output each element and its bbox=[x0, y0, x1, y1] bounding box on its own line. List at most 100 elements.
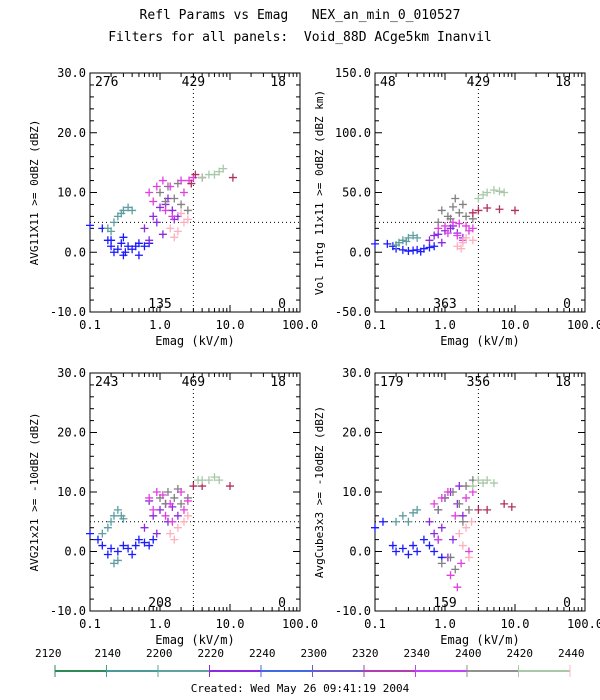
colorbar-tick-label: 2320 bbox=[352, 647, 379, 660]
data-point bbox=[462, 482, 471, 491]
data-point bbox=[462, 221, 471, 230]
data-point bbox=[413, 505, 422, 514]
data-point bbox=[158, 490, 167, 499]
y-tick-label: -10.0 bbox=[335, 604, 371, 618]
data-point bbox=[462, 493, 471, 502]
data-point bbox=[383, 239, 392, 248]
x-tick-label: 1.0 bbox=[434, 617, 456, 631]
data-point bbox=[448, 535, 457, 544]
y-tick-label: 10.0 bbox=[57, 485, 86, 499]
data-point bbox=[124, 544, 133, 553]
data-point bbox=[170, 493, 179, 502]
data-point bbox=[371, 239, 379, 248]
plot-frame bbox=[89, 72, 301, 313]
data-point bbox=[489, 186, 498, 195]
data-point bbox=[455, 529, 464, 538]
x-tick-label: 100.0 bbox=[567, 617, 600, 631]
data-point bbox=[145, 541, 154, 550]
count-bottom-right: 0 bbox=[278, 596, 286, 611]
data-point bbox=[161, 206, 170, 215]
data-point bbox=[215, 167, 224, 176]
y-tick-label: 150.0 bbox=[335, 66, 371, 80]
data-point bbox=[430, 547, 439, 556]
data-point bbox=[398, 511, 407, 520]
x-tick-label: 0.1 bbox=[364, 318, 386, 332]
data-point bbox=[441, 221, 449, 230]
count-bottom-mid: 208 bbox=[148, 596, 171, 611]
data-point bbox=[457, 559, 466, 568]
data-point bbox=[495, 205, 504, 214]
data-point bbox=[189, 482, 198, 491]
data-point bbox=[457, 244, 466, 253]
data-point bbox=[453, 583, 462, 592]
x-tick-label: 100.0 bbox=[282, 617, 318, 631]
data-point bbox=[455, 499, 464, 508]
data-point bbox=[416, 247, 425, 256]
data-point bbox=[437, 238, 446, 247]
data-point bbox=[134, 251, 143, 260]
data-point bbox=[226, 482, 234, 491]
data-point bbox=[430, 242, 439, 251]
y-axis-label: AvgCube3x3 >= -10dBZ (dBZ) bbox=[313, 406, 326, 578]
data-point bbox=[392, 517, 401, 526]
data-point bbox=[107, 236, 116, 245]
data-point bbox=[430, 529, 439, 538]
data-point bbox=[464, 226, 473, 235]
data-point bbox=[448, 218, 457, 227]
x-tick-label: 1.0 bbox=[149, 318, 171, 332]
data-point bbox=[453, 231, 462, 240]
data-point bbox=[161, 511, 170, 520]
count-top-mid: 469 bbox=[182, 375, 205, 390]
data-point bbox=[409, 541, 418, 550]
data-point bbox=[434, 224, 443, 233]
data-point bbox=[430, 499, 439, 508]
data-point bbox=[183, 215, 192, 224]
data-point bbox=[152, 218, 161, 227]
data-point bbox=[430, 231, 439, 240]
data-point bbox=[113, 505, 122, 514]
data-point bbox=[145, 236, 154, 245]
data-point bbox=[152, 529, 161, 538]
data-point bbox=[451, 511, 460, 520]
data-point bbox=[474, 194, 483, 203]
data-point bbox=[468, 482, 477, 491]
data-point bbox=[210, 473, 219, 482]
count-bottom-mid: 135 bbox=[148, 297, 171, 312]
data-point bbox=[124, 242, 133, 251]
data-point bbox=[170, 194, 179, 203]
count-bottom-right: 0 bbox=[563, 596, 571, 611]
data-point bbox=[458, 200, 467, 209]
x-tick-label: 100.0 bbox=[567, 318, 600, 332]
data-point bbox=[119, 233, 128, 242]
data-point bbox=[140, 523, 149, 532]
data-point bbox=[109, 218, 118, 227]
y-tick-label: -10.0 bbox=[50, 604, 86, 618]
data-point bbox=[398, 236, 407, 245]
data-point bbox=[183, 511, 192, 520]
count-top-right: 18 bbox=[270, 375, 286, 390]
data-point bbox=[437, 523, 446, 532]
data-point bbox=[462, 523, 471, 532]
data-point bbox=[121, 248, 130, 257]
plot-frame bbox=[374, 372, 586, 612]
colorbar-tick-label: 2420 bbox=[507, 647, 534, 660]
data-point bbox=[425, 541, 434, 550]
chart-subtitle: Filters for all panels: Void_88D ACge5km… bbox=[108, 30, 492, 45]
data-point bbox=[140, 224, 149, 233]
data-point bbox=[464, 505, 473, 514]
data-point bbox=[451, 194, 460, 203]
data-point bbox=[479, 190, 488, 199]
y-tick-label: 20.0 bbox=[342, 426, 371, 440]
data-point bbox=[392, 547, 401, 556]
data-point bbox=[413, 245, 422, 254]
data-point bbox=[467, 517, 476, 526]
count-bottom-mid: 159 bbox=[433, 596, 456, 611]
data-point bbox=[458, 541, 467, 550]
data-point bbox=[425, 243, 434, 252]
x-axis-label: Emag (kV/m) bbox=[440, 334, 519, 348]
data-point bbox=[134, 239, 143, 248]
data-point bbox=[103, 523, 112, 532]
data-point bbox=[483, 188, 492, 197]
data-point bbox=[483, 476, 492, 485]
